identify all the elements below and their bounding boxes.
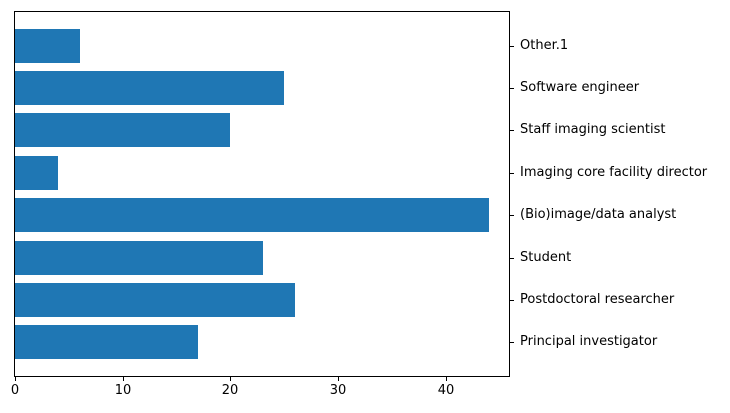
plot-area bbox=[14, 11, 510, 377]
y-tick-label: Postdoctoral researcher bbox=[520, 292, 675, 307]
y-tick-label: Student bbox=[520, 250, 572, 265]
x-tick-label: 10 bbox=[114, 383, 132, 398]
y-tick-label: Principal investigator bbox=[520, 334, 658, 349]
x-tick-mark bbox=[338, 377, 339, 381]
bar bbox=[15, 325, 198, 359]
y-tick-mark bbox=[510, 258, 514, 259]
bar bbox=[15, 283, 295, 317]
bar bbox=[15, 29, 80, 63]
x-tick-label: 40 bbox=[437, 383, 455, 398]
y-tick-label: Imaging core facility director bbox=[520, 165, 708, 180]
y-tick-mark bbox=[510, 130, 514, 131]
y-tick-mark bbox=[510, 88, 514, 89]
y-tick-label: (Bio)image/data analyst bbox=[520, 207, 677, 222]
y-tick-label: Software engineer bbox=[520, 80, 640, 95]
bar bbox=[15, 113, 231, 147]
x-tick-mark bbox=[230, 377, 231, 381]
x-tick-mark bbox=[446, 377, 447, 381]
y-tick-mark bbox=[510, 46, 514, 47]
y-tick-mark bbox=[510, 342, 514, 343]
y-tick-label: Staff imaging scientist bbox=[520, 122, 666, 137]
bar bbox=[15, 241, 263, 275]
y-tick-mark bbox=[510, 173, 514, 174]
x-tick-label: 0 bbox=[10, 383, 20, 398]
x-tick-label: 20 bbox=[221, 383, 239, 398]
bar bbox=[15, 156, 59, 190]
x-tick-label: 30 bbox=[329, 383, 347, 398]
bar bbox=[15, 71, 285, 105]
x-tick-mark bbox=[15, 377, 16, 381]
bar bbox=[15, 198, 489, 232]
y-tick-mark bbox=[510, 215, 514, 216]
y-tick-label: Other.1 bbox=[520, 38, 569, 53]
y-tick-mark bbox=[510, 300, 514, 301]
x-tick-mark bbox=[123, 377, 124, 381]
